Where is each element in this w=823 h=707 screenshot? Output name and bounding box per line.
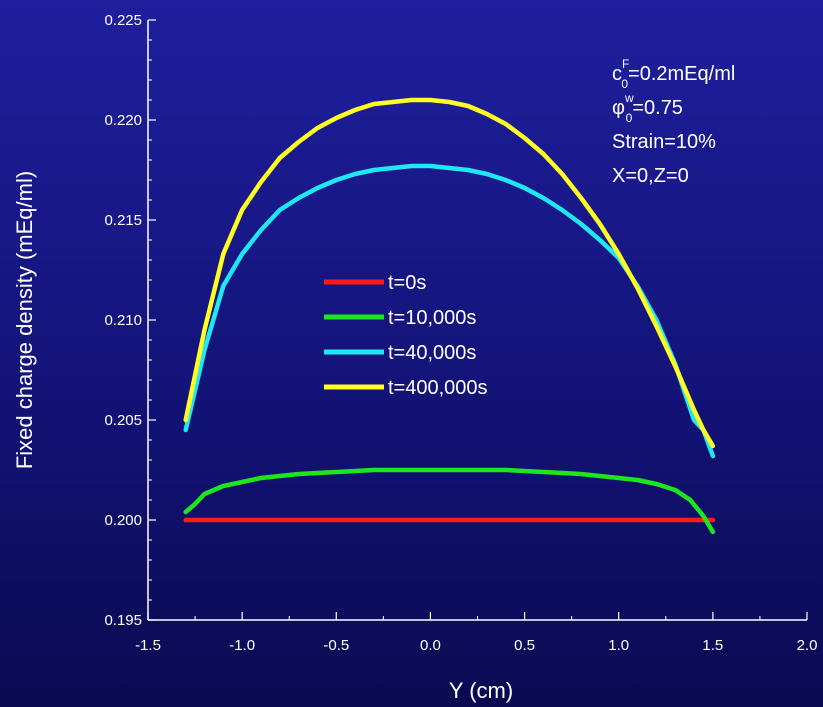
- x-axis-title: Y (cm): [449, 678, 513, 703]
- annotation-line-2: φw 0=0.75: [612, 91, 683, 125]
- y-tick-label: 0.200: [104, 512, 142, 529]
- x-tick-label: 2.0: [797, 637, 818, 654]
- y-tick-label: 0.215: [104, 212, 142, 229]
- legend-label-4: t=400,000s: [388, 377, 488, 399]
- y-tick-label: 0.195: [104, 612, 142, 629]
- plot-lines: [183, 97, 716, 535]
- y-tick-label: 0.225: [104, 12, 142, 29]
- legend-label-3: t=40,000s: [388, 342, 476, 364]
- y-tick-label: 0.205: [104, 412, 142, 429]
- legend-label-2: t=10,000s: [388, 307, 476, 329]
- annotation-line-4: X=0,Z=0: [612, 165, 689, 187]
- y-tick-label: 0.220: [104, 112, 142, 129]
- legend-label-1: t=0s: [388, 272, 426, 294]
- annotation-line-1: cF 0=0.2mEq/ml: [612, 57, 735, 91]
- y-tick-label: 0.210: [104, 312, 142, 329]
- tick-labels: -1.5 -1.0 -0.5 0.0 0.5 1.0 1.5 2.0 0.195 0.200 0.2…: [104, 12, 817, 654]
- y-axis-title: Fixed charge density (mEq/ml): [12, 171, 37, 469]
- axes: [147, 19, 808, 621]
- x-tick-label: -0.5: [323, 637, 349, 654]
- x-tick-label: 0.0: [420, 637, 441, 654]
- x-tick-label: -1.5: [135, 637, 161, 654]
- series-line-2: [183, 467, 716, 535]
- legend: t=0s t=10,000s t=40,000s t=400,000s: [324, 272, 488, 399]
- annotation-line-3: Strain=10%: [612, 131, 716, 153]
- x-tick-label: 1.5: [702, 637, 723, 654]
- x-tick-label: 0.5: [514, 637, 535, 654]
- series-line-4: [183, 97, 716, 449]
- x-tick-label: -1.0: [229, 637, 255, 654]
- x-tick-label: 1.0: [608, 637, 629, 654]
